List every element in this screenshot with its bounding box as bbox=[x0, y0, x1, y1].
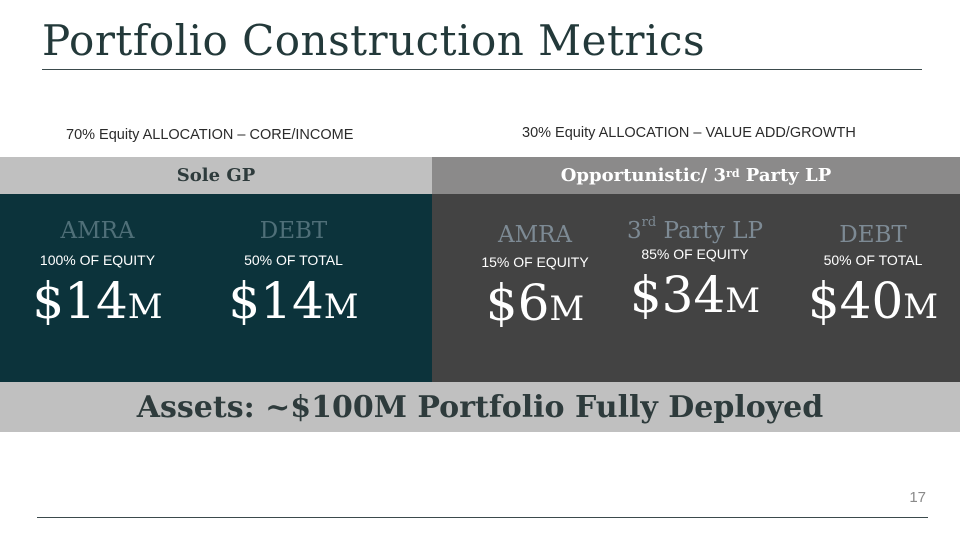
amount-suffix: M bbox=[725, 281, 761, 321]
column-name: DEBT bbox=[259, 218, 328, 244]
amount-suffix: M bbox=[127, 287, 163, 327]
core-allocation-label: 70% Equity ALLOCATION – CORE/INCOME bbox=[66, 127, 354, 143]
third-party-lp-column: 3rd Party LP 85% OF EQUITY $34M bbox=[618, 215, 772, 324]
column-amount: $14M bbox=[195, 272, 392, 330]
column-amount: $6M bbox=[452, 274, 618, 332]
amount-suffix: M bbox=[549, 289, 585, 329]
value-add-allocation-label: 30% Equity ALLOCATION – VALUE ADD/GROWTH bbox=[522, 125, 856, 141]
column-amount: $14M bbox=[0, 272, 195, 330]
column-amount: $40M bbox=[772, 272, 960, 330]
debt-core-column: DEBT 50% OF TOTAL $14M bbox=[195, 218, 392, 330]
amount-value: $34 bbox=[629, 266, 726, 324]
amount-value: $40 bbox=[807, 272, 904, 330]
amount-value: $6 bbox=[485, 274, 550, 332]
column-name: AMRA bbox=[60, 218, 135, 244]
title-divider bbox=[42, 69, 922, 70]
column-subtitle: 100% OF EQUITY bbox=[39, 252, 156, 268]
column-subtitle: 85% OF EQUITY bbox=[641, 246, 749, 262]
amount-suffix: M bbox=[323, 287, 359, 327]
column-name-tail: Party LP bbox=[656, 218, 763, 244]
footer-divider bbox=[37, 517, 928, 518]
amount-value: $14 bbox=[228, 272, 324, 330]
column-name-main: 3 bbox=[627, 218, 642, 244]
value-add-panel: AMRA 15% OF EQUITY $6M 3rd Party LP 85% … bbox=[432, 194, 960, 382]
column-name: AMRA bbox=[497, 222, 573, 248]
amra-core-column: AMRA 100% OF EQUITY $14M bbox=[0, 218, 195, 330]
column-subtitle: 50% OF TOTAL bbox=[244, 252, 343, 268]
column-subtitle: 50% OF TOTAL bbox=[823, 252, 923, 268]
opportunistic-header-tail: Party LP bbox=[739, 165, 832, 186]
column-amount: $34M bbox=[618, 266, 772, 324]
column-name-sup: rd bbox=[641, 215, 657, 231]
amount-suffix: M bbox=[903, 287, 939, 327]
core-panel: AMRA 100% OF EQUITY $14M DEBT 50% OF TOT… bbox=[0, 194, 432, 382]
opportunistic-header-main: Opportunistic/ 3 bbox=[560, 165, 727, 186]
page-number: 17 bbox=[909, 489, 926, 506]
sole-gp-header: Sole GP bbox=[0, 157, 432, 194]
amount-value: $14 bbox=[32, 272, 128, 330]
column-name: 3rd Party LP bbox=[618, 215, 772, 244]
slide-title: Portfolio Construction Metrics bbox=[42, 16, 706, 65]
amra-value-add-column: AMRA 15% OF EQUITY $6M bbox=[452, 222, 618, 332]
column-subtitle: 15% OF EQUITY bbox=[481, 254, 589, 270]
debt-value-add-column: DEBT 50% OF TOTAL $40M bbox=[772, 222, 960, 330]
column-name: DEBT bbox=[839, 222, 907, 248]
assets-summary-banner: Assets: ~$100M Portfolio Fully Deployed bbox=[0, 382, 960, 432]
